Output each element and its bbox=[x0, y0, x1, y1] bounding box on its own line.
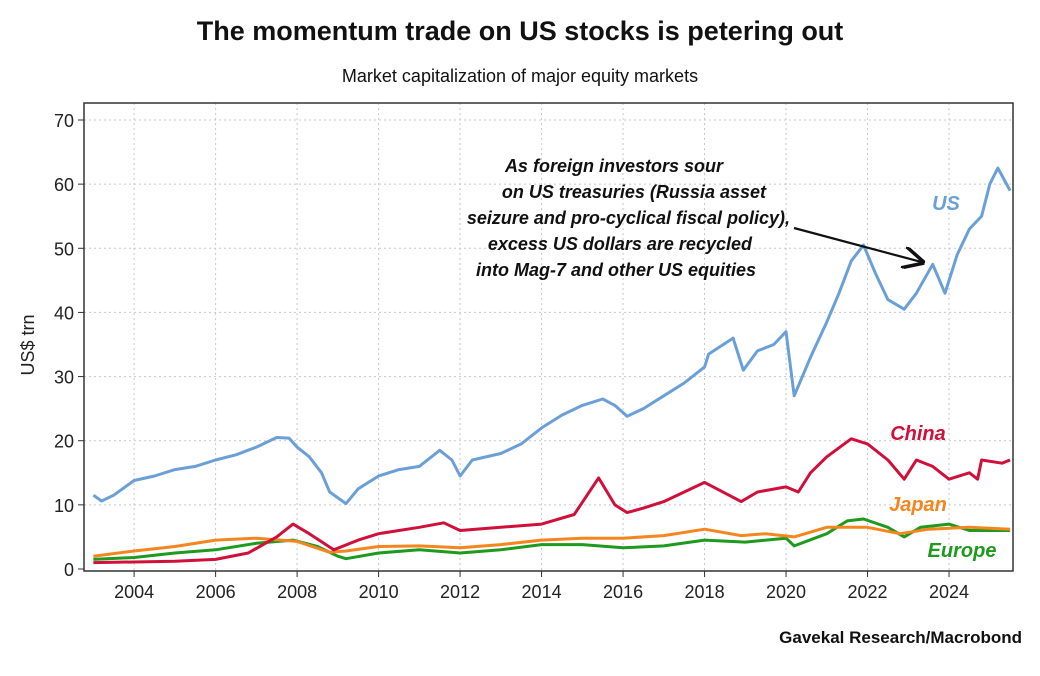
annotation-line: seizure and pro-cyclical fiscal policy), bbox=[467, 208, 790, 228]
gridlines bbox=[84, 103, 1013, 571]
annotation-line: into Mag-7 and other US equities bbox=[476, 260, 756, 280]
x-tick-label: 2014 bbox=[522, 582, 562, 602]
x-tick-label: 2020 bbox=[766, 582, 806, 602]
x-tick-label: 2012 bbox=[440, 582, 480, 602]
series-lines bbox=[92, 166, 1012, 565]
x-tick-label: 2006 bbox=[196, 582, 236, 602]
x-tick-label: 2010 bbox=[359, 582, 399, 602]
annotation-line: As foreign investors sour bbox=[504, 156, 724, 176]
plot-frame bbox=[83, 102, 1014, 572]
y-axis-label: US$ trn bbox=[18, 314, 38, 375]
annotation-line: excess US dollars are recycled bbox=[488, 234, 753, 254]
annotation-line: on US treasuries (Russia asset bbox=[502, 182, 767, 202]
y-tick-label: 70 bbox=[54, 111, 74, 131]
y-tick-label: 10 bbox=[54, 496, 74, 516]
series-line-us bbox=[92, 166, 1012, 506]
axes: 0 10 20 30 40 50 60 70 2004 2006 2008 2010 2012 2014 2… bbox=[54, 102, 1014, 602]
series-label-japan: Japan bbox=[889, 494, 947, 516]
annotation: As foreign investors sour on US treasurie… bbox=[467, 156, 923, 280]
source-credit: Gavekal Research/Macrobond bbox=[779, 628, 1022, 647]
x-tick-label: 2004 bbox=[114, 582, 154, 602]
y-tick-label: 20 bbox=[54, 432, 74, 452]
x-tick-label: 2018 bbox=[685, 582, 725, 602]
chart-title: The momentum trade on US stocks is peter… bbox=[197, 16, 844, 46]
series-line-japan bbox=[93, 525, 1011, 558]
series-line-china bbox=[93, 437, 1011, 565]
y-tick-label: 50 bbox=[54, 239, 74, 259]
series-label-china: China bbox=[890, 423, 946, 445]
x-tick-label: 2016 bbox=[603, 582, 643, 602]
annotation-arrow bbox=[793, 226, 923, 262]
y-tick-label: 60 bbox=[54, 175, 74, 195]
x-tick-label: 2022 bbox=[848, 582, 888, 602]
y-tick-label: 0 bbox=[64, 560, 74, 580]
series-label-europe: Europe bbox=[928, 540, 997, 562]
x-tick-label: 2024 bbox=[929, 582, 969, 602]
y-tick-label: 30 bbox=[54, 368, 74, 388]
y-tick-label: 40 bbox=[54, 303, 74, 323]
x-tick-label: 2008 bbox=[277, 582, 317, 602]
series-label-us: US bbox=[932, 193, 960, 215]
chart-subtitle: Market capitalization of major equity ma… bbox=[342, 66, 698, 86]
